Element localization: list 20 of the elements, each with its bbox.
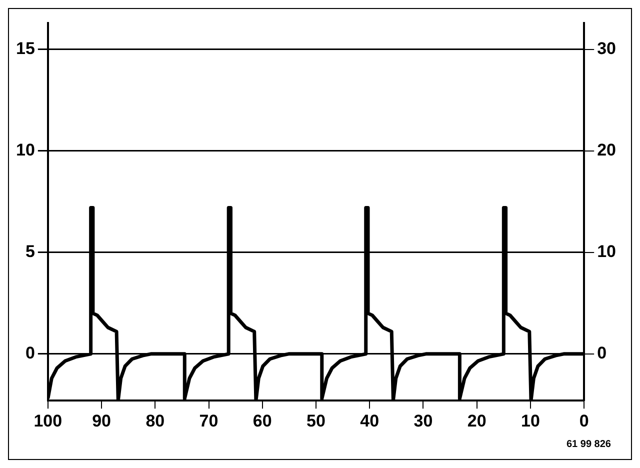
text: 61 99 826 (566, 439, 612, 450)
x-tick-label: 80 (146, 411, 165, 430)
y2-tick-label: 30 (597, 39, 616, 58)
x-tick-label: 0 (579, 411, 589, 430)
y-tick-label: 5 (25, 242, 35, 262)
y2-tick-label: 0 (597, 344, 607, 363)
x-tick-label: 50 (306, 411, 326, 430)
y2-tick-label: 20 (597, 140, 616, 160)
x-tick-label: 100 (34, 411, 62, 430)
x-tick-label: 60 (252, 411, 272, 430)
x-tick-label: 90 (92, 411, 111, 430)
x-tick-label: 20 (467, 411, 486, 430)
y-tick-label: 10 (16, 140, 35, 160)
x-tick-label: 10 (521, 411, 540, 430)
x-tick-label: 70 (199, 411, 218, 430)
y2-tick-label: 10 (597, 242, 616, 262)
x-tick-label: 40 (360, 411, 380, 430)
y-tick-label: 15 (16, 39, 35, 58)
x-tick-label: 30 (414, 411, 433, 430)
y-tick-label: 0 (25, 344, 35, 363)
